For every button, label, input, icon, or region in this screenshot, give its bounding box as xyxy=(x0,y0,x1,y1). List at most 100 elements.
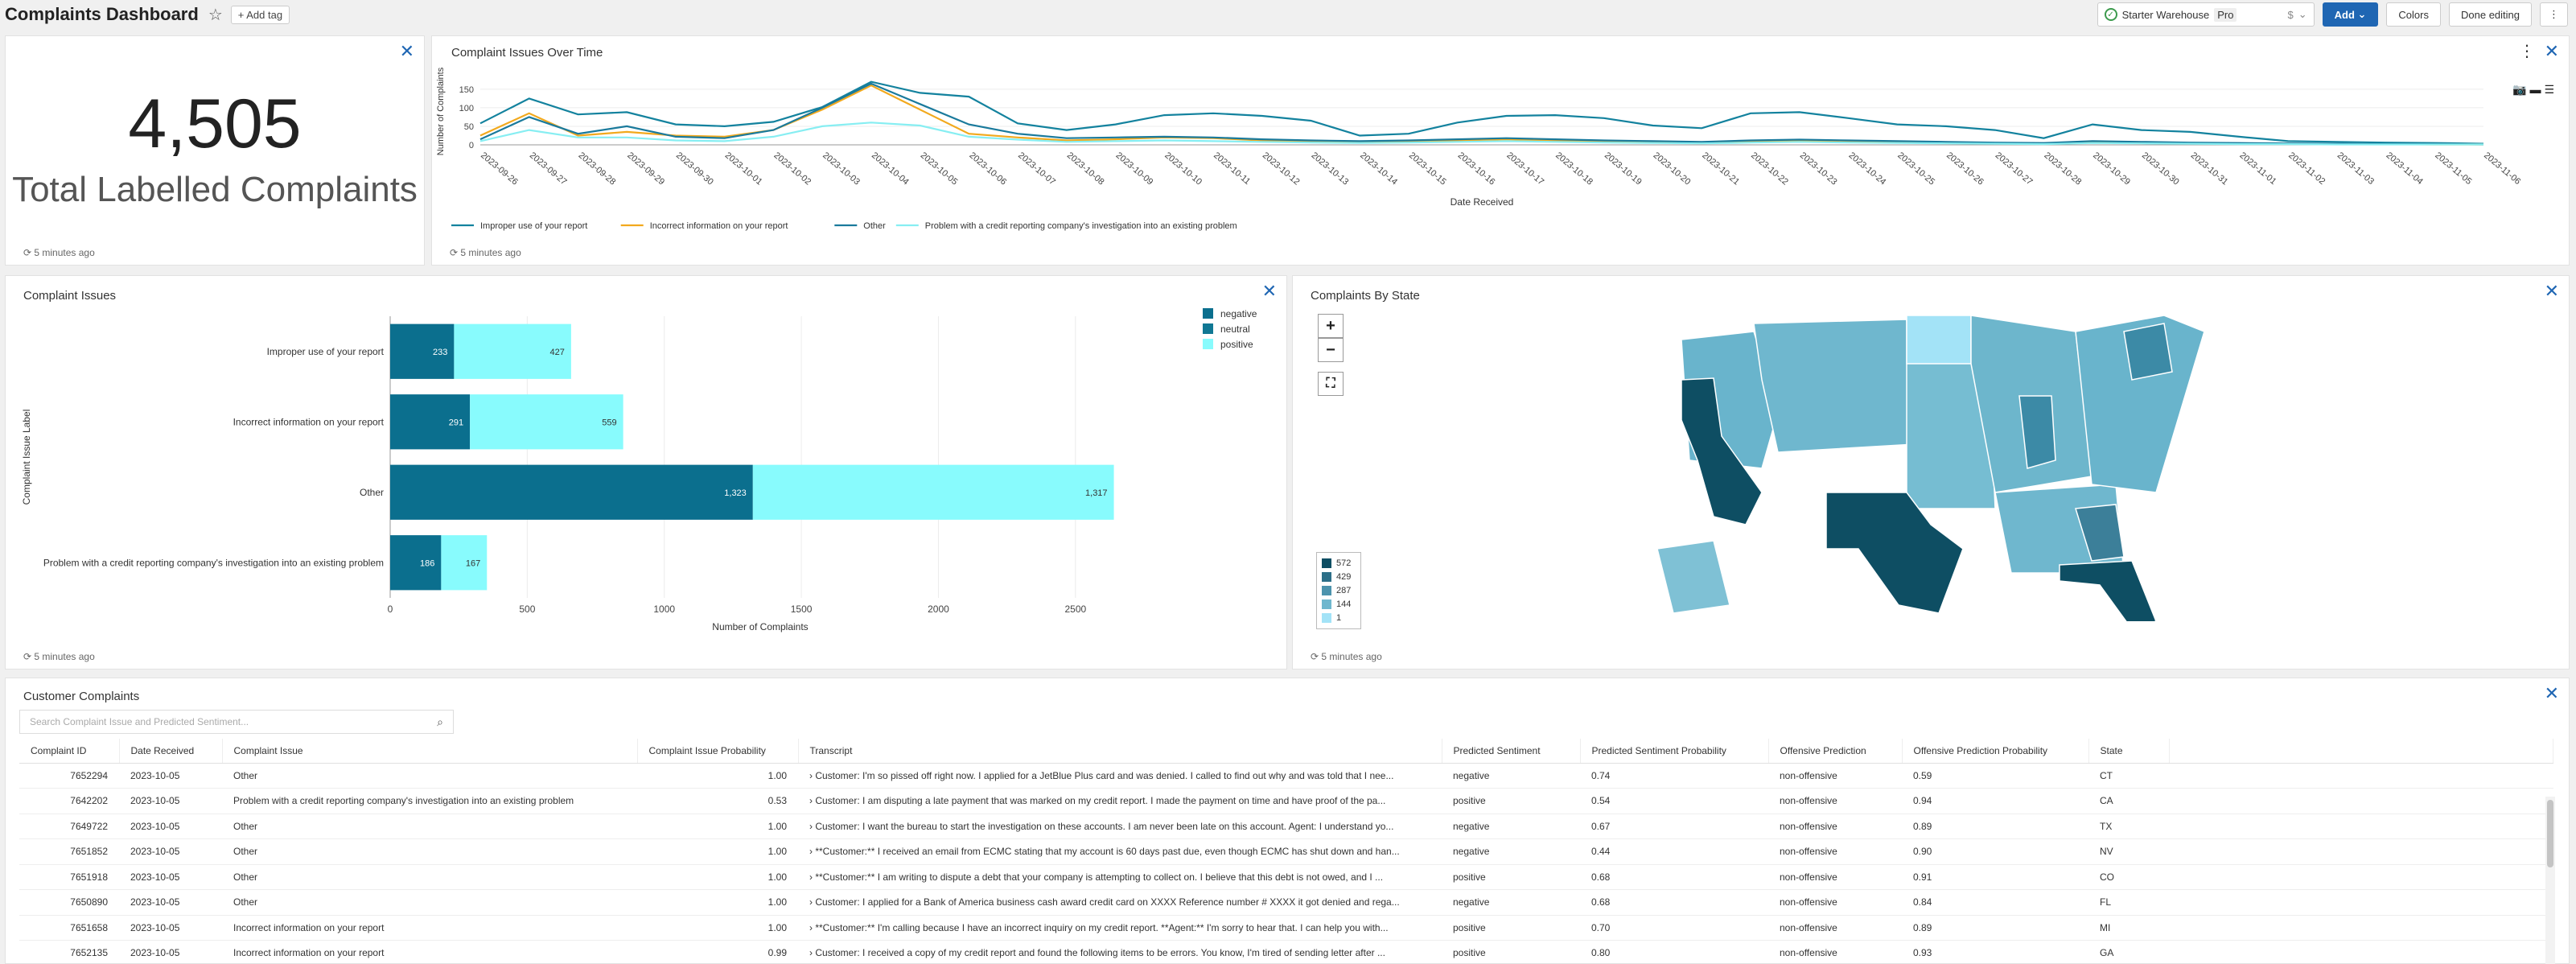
x-tick-label: 2023-10-06 xyxy=(967,150,1008,187)
add-tag-button[interactable]: + Add tag xyxy=(230,5,290,24)
state-fl[interactable] xyxy=(2059,560,2157,621)
state-ak[interactable] xyxy=(1656,540,1730,614)
table-cell: 7651658 xyxy=(19,915,119,941)
add-button[interactable]: Add ⌄ xyxy=(2322,2,2379,27)
column-header-spacer xyxy=(2169,739,2553,764)
table-cell: 0.54 xyxy=(1580,788,1768,814)
column-header[interactable]: Offensive Prediction Probability xyxy=(1902,739,2089,764)
x-tick-label: 500 xyxy=(519,604,535,615)
x-tick-label: 2023-10-29 xyxy=(2091,150,2132,187)
table-cell: 0.91 xyxy=(1902,864,2088,890)
column-header[interactable]: Offensive Prediction xyxy=(1768,739,1903,764)
column-header[interactable]: Predicted Sentiment xyxy=(1442,739,1581,764)
warehouse-cost: $ xyxy=(2287,8,2294,21)
table-header-row: Complaint ID Date Received Complaint Issue… xyxy=(19,739,2553,764)
more-menu-button[interactable]: ⋮ xyxy=(2540,2,2568,27)
y-tick-label: 150 xyxy=(459,85,474,95)
refresh-icon: ⟳ xyxy=(1311,651,1322,662)
column-header[interactable]: Complaint Issue Probability xyxy=(637,739,799,764)
close-icon[interactable]: ✕ xyxy=(1261,281,1277,301)
search-placeholder: Search Complaint Issue and Predicted Sen… xyxy=(30,716,249,727)
x-tick-label: 2023-10-17 xyxy=(1504,150,1545,187)
table-row[interactable]: 7652294 2023-10-05 Other 1.00 › Customer: I'… xyxy=(19,763,2553,789)
column-header[interactable]: Complaint ID xyxy=(19,739,120,764)
table-scrollbar[interactable] xyxy=(2545,797,2555,964)
table-cell: positive xyxy=(1442,788,1580,814)
legend-swatch xyxy=(1322,599,1331,609)
close-icon[interactable]: ✕ xyxy=(399,41,414,61)
camera-icon[interactable]: 📷 ▬ ☰ xyxy=(2512,83,2554,96)
table-cell: 0.70 xyxy=(1580,915,1768,941)
table-cell: 7651918 xyxy=(19,864,119,890)
zoom-in-button[interactable]: + xyxy=(1318,314,1344,338)
category-label: Other xyxy=(360,487,384,498)
state-ca[interactable] xyxy=(1681,377,1763,525)
x-tick-label: 2023-10-14 xyxy=(1358,150,1399,187)
map-updated: ⟳ 5 minutes ago xyxy=(1311,651,1382,662)
table-cell: › Customer: I am disputing a late paymen… xyxy=(798,788,1442,814)
table-row[interactable]: 7642202 2023-10-05 Problem with a credit r… xyxy=(19,788,2553,814)
legend-swatch xyxy=(1322,558,1331,568)
data-label: 291 xyxy=(449,418,463,427)
x-tick-label: 2023-10-11 xyxy=(1212,150,1252,187)
column-header[interactable]: State xyxy=(2088,739,2170,764)
table-row[interactable]: 7651852 2023-10-05 Other 1.00 › **Customer:*… xyxy=(19,838,2553,865)
x-tick-label: 2023-10-31 xyxy=(2189,150,2230,187)
x-tick-label: 2023-10-30 xyxy=(2140,150,2181,187)
legend-label: Problem with a credit reporting company'… xyxy=(925,221,1237,231)
table-cell-spacer xyxy=(2169,940,2553,964)
table-cell: › Customer: I want the bureau to start t… xyxy=(798,814,1442,839)
state-il[interactable] xyxy=(2018,395,2056,469)
state-ny[interactable] xyxy=(2123,323,2173,381)
x-tick-label: 2023-09-26 xyxy=(479,150,520,187)
state-nd[interactable] xyxy=(1906,315,1972,365)
data-label: 427 xyxy=(550,348,565,357)
state-east[interactable] xyxy=(2075,315,2204,493)
x-axis-title: Number of Complaints xyxy=(712,621,808,632)
done-editing-button[interactable]: Done editing xyxy=(2449,2,2532,27)
table-row[interactable]: 7651658 2023-10-05 Incorrect information o… xyxy=(19,915,2553,941)
table-row[interactable]: 7650890 2023-10-05 Other 1.00 › Customer: I … xyxy=(19,889,2553,916)
table-row[interactable]: 7649722 2023-10-05 Other 1.00 › Customer: I … xyxy=(19,814,2553,839)
kebab-icon: ⋮ xyxy=(2549,8,2559,20)
scrollbar-thumb[interactable] xyxy=(2547,800,2553,867)
table-cell: 1.00 xyxy=(637,838,798,865)
table-row[interactable]: 7651918 2023-10-05 Other 1.00 › **Customer:*… xyxy=(19,864,2553,890)
table-cell: positive xyxy=(1442,940,1580,964)
warehouse-select[interactable]: ✓ Starter Warehouse Pro $ ⌄ xyxy=(2097,2,2315,27)
state-tx[interactable] xyxy=(1825,492,1964,614)
line-chart-title: Complaint Issues Over Time xyxy=(451,46,603,60)
x-tick-label: 2023-10-08 xyxy=(1065,150,1106,187)
state-ga[interactable] xyxy=(2075,504,2125,562)
x-tick-label: 2023-09-30 xyxy=(674,150,715,187)
x-tick-label: 2023-10-16 xyxy=(1456,150,1497,187)
kebab-icon[interactable]: ⋮ xyxy=(2519,43,2535,60)
table-cell: 1.00 xyxy=(637,864,798,890)
state-mountain[interactable] xyxy=(1753,319,1916,453)
colors-button[interactable]: Colors xyxy=(2386,2,2441,27)
x-tick-label: 2023-10-24 xyxy=(1847,150,1888,187)
star-icon[interactable]: ☆ xyxy=(208,6,223,24)
table-cell: CO xyxy=(2088,864,2169,890)
table-cell: negative xyxy=(1442,838,1580,865)
column-header[interactable]: Predicted Sentiment Probability xyxy=(1580,739,1769,764)
table-cell: 2023-10-05 xyxy=(119,838,222,865)
close-icon[interactable]: ✕ xyxy=(2544,281,2559,301)
column-header[interactable]: Date Received xyxy=(119,739,223,764)
column-header[interactable]: Complaint Issue xyxy=(222,739,638,764)
search-input[interactable]: Search Complaint Issue and Predicted Sen… xyxy=(19,710,454,734)
close-icon[interactable]: ✕ xyxy=(2544,41,2559,61)
table-cell: 0.89 xyxy=(1902,814,2088,839)
table-cell: 1.00 xyxy=(637,889,798,916)
x-tick-label: 2023-10-15 xyxy=(1407,150,1448,187)
close-icon[interactable]: ✕ xyxy=(2544,683,2559,703)
column-header[interactable]: Transcript xyxy=(798,739,1442,764)
zoom-out-button[interactable]: − xyxy=(1318,338,1344,362)
table-cell: positive xyxy=(1442,915,1580,941)
table-cell: Other xyxy=(222,814,637,839)
bar-segment xyxy=(470,394,623,450)
line-chart-panel: Complaint Issues Over Time ⋮ ✕ 📷 ▬ ☰ 0 50… xyxy=(431,35,2570,266)
x-tick-label: 2023-10-27 xyxy=(1994,150,2035,187)
table-row[interactable]: 7652135 2023-10-05 Incorrect information o… xyxy=(19,940,2553,964)
fullscreen-button[interactable]: ⛶ xyxy=(1318,372,1344,396)
